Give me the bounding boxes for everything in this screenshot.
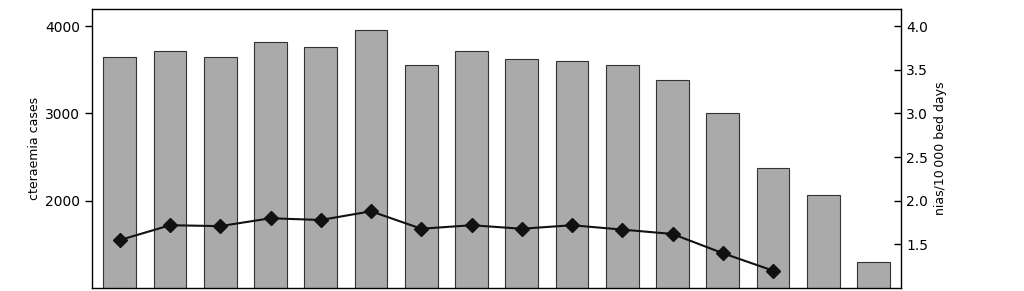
Bar xyxy=(456,51,487,291)
Bar xyxy=(857,262,890,291)
Bar xyxy=(556,61,589,291)
Bar xyxy=(656,80,689,291)
Bar xyxy=(707,113,739,291)
Bar xyxy=(304,47,337,291)
Y-axis label: nias/10 000 bed days: nias/10 000 bed days xyxy=(934,82,946,215)
Bar xyxy=(204,57,237,291)
Bar xyxy=(807,195,840,291)
Bar xyxy=(254,42,287,291)
Bar xyxy=(404,65,437,291)
Bar xyxy=(103,57,136,291)
Bar xyxy=(154,51,186,291)
Bar xyxy=(606,65,639,291)
Bar xyxy=(757,168,790,291)
Y-axis label: cteraemia cases: cteraemia cases xyxy=(29,97,41,200)
Bar xyxy=(354,30,387,291)
Bar xyxy=(506,59,538,291)
